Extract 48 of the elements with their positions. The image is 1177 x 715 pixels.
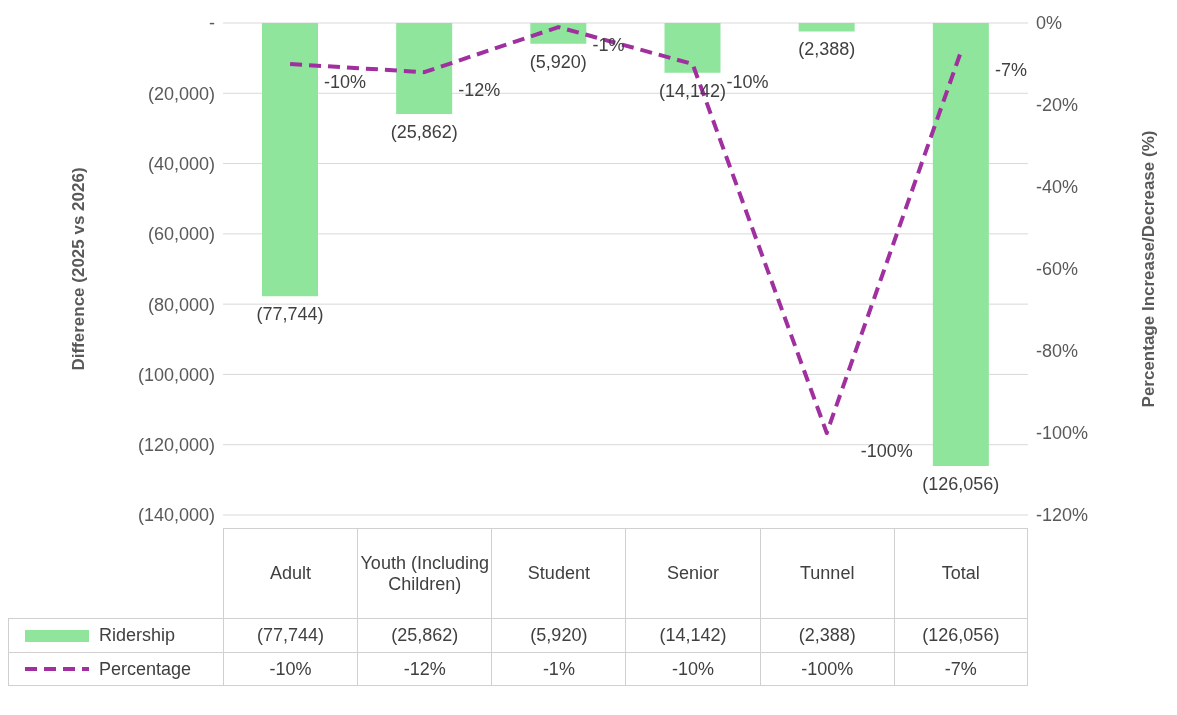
text: -10% bbox=[726, 72, 769, 92]
y2-tick-label: -120% bbox=[1036, 505, 1089, 526]
y-tick-label: (40,000) bbox=[147, 153, 215, 174]
y2-tick-label: 0% bbox=[1036, 13, 1063, 34]
data-label: -7% bbox=[893, 652, 1028, 686]
data-label: (77,744) bbox=[223, 618, 358, 652]
data-label: (5,920) bbox=[491, 618, 626, 652]
text: (2,388) bbox=[798, 39, 856, 60]
text: (5,920) bbox=[529, 51, 587, 72]
y-tick-label: - bbox=[209, 13, 215, 34]
y-axis-title: Difference (2025 vs 2026) bbox=[69, 167, 89, 371]
text: -100% bbox=[860, 441, 913, 461]
data-label: -10% bbox=[223, 652, 358, 686]
y-tick-label: (60,000) bbox=[147, 224, 215, 245]
y2-tick-label: -20% bbox=[1036, 95, 1079, 116]
y-tick-label: (140,000) bbox=[137, 505, 215, 526]
text: -1% bbox=[592, 35, 625, 56]
legend-label: Percentage bbox=[99, 658, 192, 680]
text: (25,862) bbox=[390, 121, 458, 142]
data-label: (25,862) bbox=[357, 618, 492, 652]
text: -10% bbox=[324, 72, 367, 92]
x-tick-label: Senior bbox=[625, 528, 760, 618]
text: (126,056) bbox=[922, 474, 1000, 494]
y2-axis-title: Percentage Increase/Decrease (%) bbox=[1139, 130, 1159, 408]
data-label: (14,142) bbox=[625, 618, 760, 652]
y2-tick-label: -40% bbox=[1036, 177, 1079, 198]
y-tick-label: (20,000) bbox=[147, 83, 215, 104]
data-label: (126,056) bbox=[893, 618, 1028, 652]
x-tick-label: Student bbox=[491, 528, 626, 618]
data-label: -100% bbox=[759, 652, 894, 686]
data-label: (2,388) bbox=[759, 618, 894, 652]
y-tick-label: (100,000) bbox=[137, 364, 215, 385]
y2-tick-label: -80% bbox=[1036, 341, 1079, 362]
x-tick-label: Total bbox=[893, 528, 1028, 618]
y2-tick-label: -100% bbox=[1036, 423, 1089, 444]
data-label: -1% bbox=[491, 652, 626, 686]
text: -12% bbox=[458, 80, 501, 101]
data-label: -12% bbox=[357, 652, 492, 686]
text: -7% bbox=[994, 59, 1027, 80]
legend-label: Ridership bbox=[99, 625, 176, 646]
text: (77,744) bbox=[256, 304, 324, 325]
y2-tick-label: -60% bbox=[1036, 259, 1079, 280]
data-label: -10% bbox=[625, 652, 760, 686]
x-tick-label: Youth (Including Children) bbox=[357, 528, 492, 618]
y-tick-label: (120,000) bbox=[137, 435, 215, 456]
y-tick-label: (80,000) bbox=[147, 294, 215, 315]
x-tick-label: Adult bbox=[223, 528, 358, 618]
x-tick-label: Tunnel bbox=[759, 528, 894, 618]
